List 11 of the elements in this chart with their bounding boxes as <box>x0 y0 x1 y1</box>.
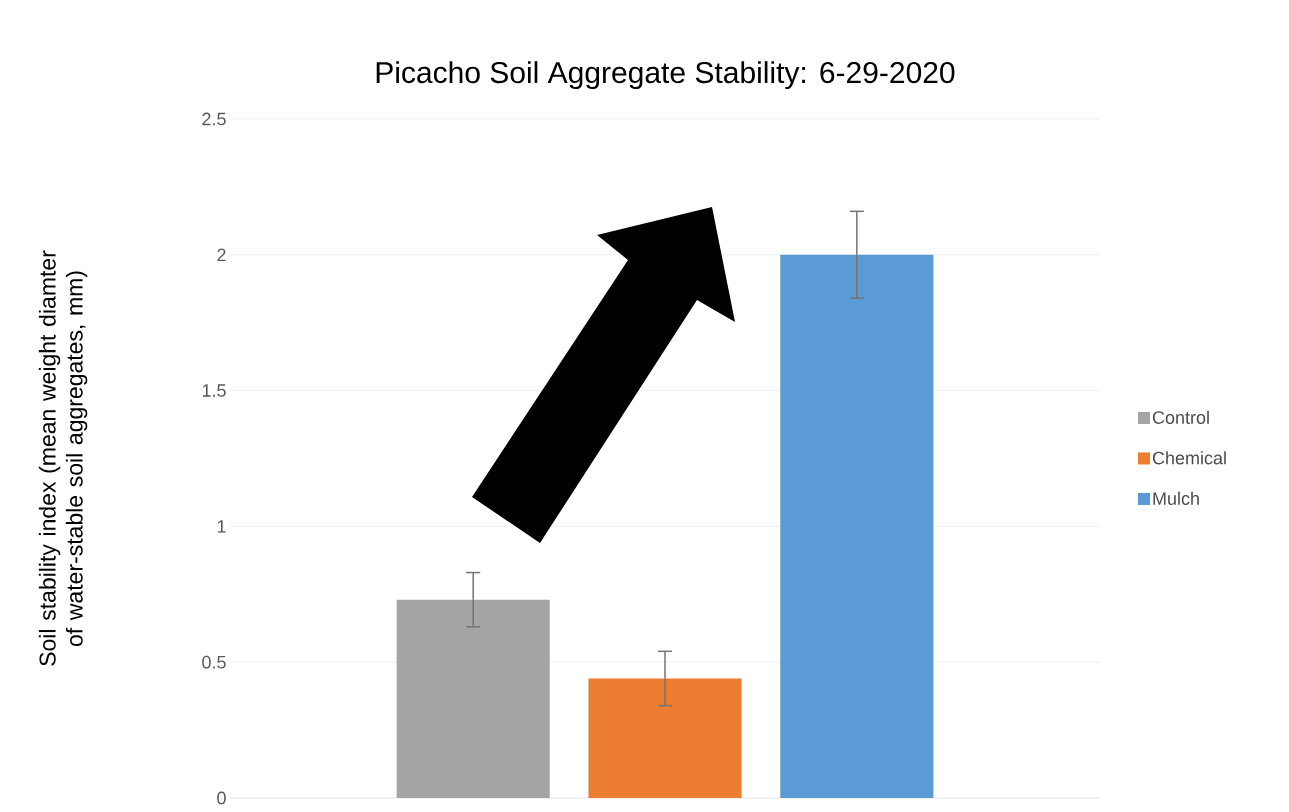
y-tick-label: 1.5 <box>202 384 226 397</box>
y-tick-label: 2 <box>217 248 226 262</box>
y-tick-label: 1 <box>217 520 226 533</box>
y-axis-title: Soil stability index (mean weight diamter of water-stable soil aggregates, mm) <box>38 250 88 666</box>
legend-label: Control <box>1152 410 1209 424</box>
y-tick-label: 0.5 <box>202 655 226 669</box>
y-tick-label: 2.5 <box>202 112 226 126</box>
legend-label: Mulch <box>1153 491 1199 505</box>
chart-title: Picacho Soil Aggregate Stability: 6-29-2020 <box>376 61 955 90</box>
legend-label: Chemical <box>1152 451 1226 465</box>
y-tick-label: 0 <box>217 791 226 805</box>
